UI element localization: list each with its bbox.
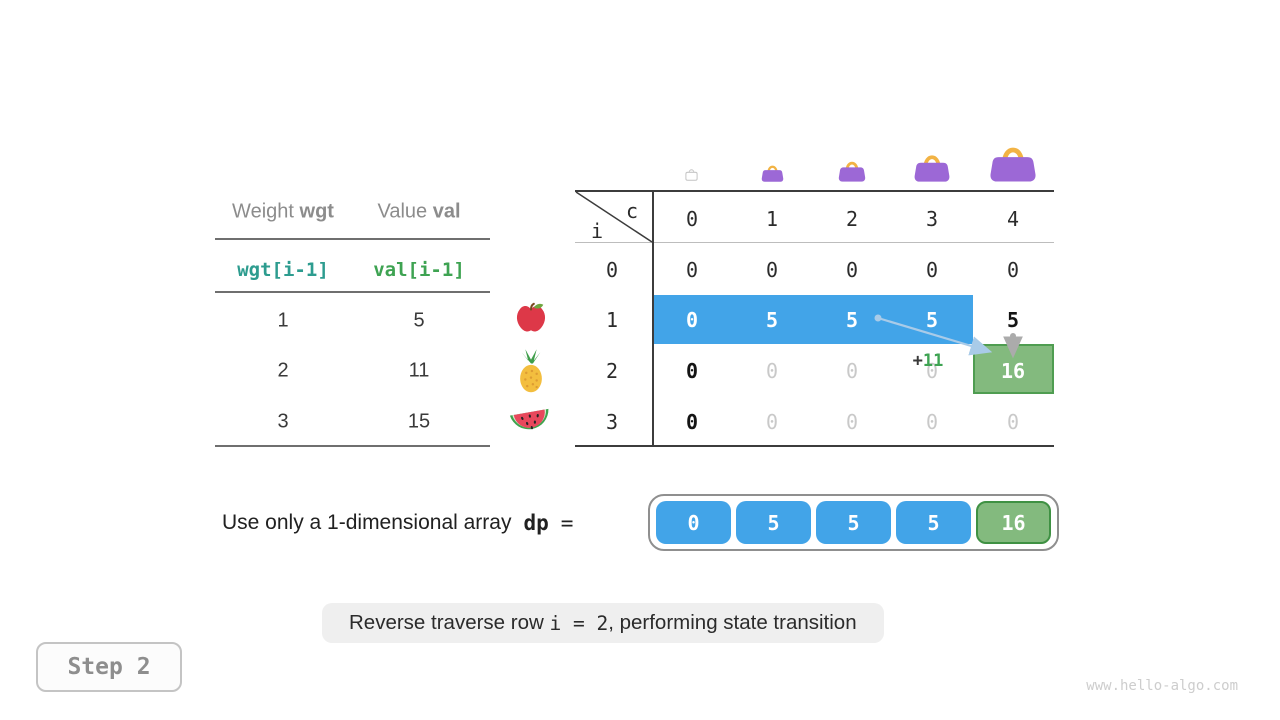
dp-variable-name: dp [523, 511, 549, 535]
row-header: 0 [605, 258, 619, 282]
weight-value: 1 [277, 309, 289, 332]
dp-table-vertical-rule [652, 191, 654, 446]
val-formula: val[i-1] [373, 259, 465, 281]
dp-cell: 5 [925, 308, 939, 332]
dp-cell: 0 [685, 308, 699, 332]
weight-value: 2 [277, 359, 289, 382]
caption-pre: Reverse traverse row [349, 611, 550, 634]
corner-col-var: c [625, 199, 639, 223]
pineapple-icon [520, 349, 542, 393]
array-cell: 0 [656, 501, 731, 544]
dp-cell-result: 16 [1000, 359, 1026, 383]
bag-icon [989, 138, 1037, 182]
dp-cell: 0 [1006, 258, 1020, 282]
table-rule [215, 291, 490, 293]
item-value: 11 [408, 359, 430, 382]
watermark: www.hello-algo.com [1086, 678, 1238, 694]
array-cell: 5 [896, 501, 971, 544]
dp-cell: 0 [845, 410, 859, 434]
weight-column-header: Weight wgt [232, 200, 334, 223]
dp-cell: 0 [765, 410, 779, 434]
caption-pill: Reverse traverse row i = 2 , performing … [322, 603, 884, 643]
value-column-header: Value val [377, 200, 461, 223]
col-header: 2 [845, 207, 859, 231]
array-cell: 5 [816, 501, 891, 544]
row-header: 2 [605, 359, 619, 383]
dp-cell: 0 [845, 258, 859, 282]
step-badge: Step 2 [36, 642, 182, 692]
corner-row-var: i [590, 219, 604, 243]
col-header: 1 [765, 207, 779, 231]
apple-icon [516, 302, 546, 332]
dp-cell: 0 [685, 359, 699, 383]
item-value: 15 [407, 410, 431, 433]
dp-cell: 0 [845, 359, 859, 383]
dp-cell: 5 [1006, 308, 1020, 332]
bag-outline-icon [683, 165, 700, 181]
dp-cell: 0 [685, 258, 699, 282]
item-value: 5 [413, 309, 425, 332]
caption-code: i = 2 [549, 611, 609, 635]
dp-cell: 0 [765, 258, 779, 282]
dp-cell: 0 [925, 258, 939, 282]
dp-cell: 5 [765, 308, 779, 332]
weight-value: 3 [277, 410, 289, 433]
dp-cell: 0 [1006, 410, 1020, 434]
dp-cell: 5 [845, 308, 859, 332]
bag-icon [913, 148, 951, 182]
array-label-text: Use only a 1-dimensional array [222, 511, 512, 534]
bag-icon [838, 156, 866, 182]
watermelon-icon [509, 408, 549, 430]
col-header: 4 [1006, 207, 1020, 231]
array-cell-result: 16 [976, 501, 1051, 544]
dp-cell: 0 [925, 410, 939, 434]
transition-annotation: +11 [912, 351, 944, 371]
col-header: 3 [925, 207, 939, 231]
dp-array-container: 0 5 5 5 16 [648, 494, 1059, 551]
table-rule [215, 445, 490, 447]
dp-table-header-rule [575, 242, 1054, 243]
wgt-formula: wgt[i-1] [237, 259, 329, 281]
row-header: 3 [605, 410, 619, 434]
array-cell: 5 [736, 501, 811, 544]
corner-diagonal-line [575, 191, 653, 243]
equals-sign: = [560, 511, 574, 535]
dp-cell: 0 [925, 359, 939, 383]
array-section-label: Use only a 1-dimensional array dp = [222, 504, 573, 542]
col-header: 0 [685, 207, 699, 231]
dp-cell: 0 [765, 359, 779, 383]
bag-icon [761, 161, 784, 182]
dp-table-bottom-rule [575, 445, 1054, 447]
dp-cell: 0 [685, 410, 699, 434]
dp-table-top-rule [575, 190, 1054, 192]
row-header: 1 [605, 308, 619, 332]
caption-post: , performing state transition [608, 611, 857, 634]
table-rule [215, 238, 490, 240]
